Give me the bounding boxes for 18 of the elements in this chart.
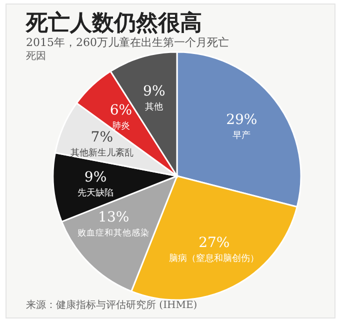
- slice-label: 早产: [232, 130, 251, 141]
- data-label: 6%: [110, 102, 132, 118]
- slice-label: 其他新生儿紊乱: [70, 147, 134, 158]
- data-label: 7%: [90, 129, 113, 146]
- chart-subtitle: 2015年，260万儿童在出生第一个月死亡: [26, 36, 229, 49]
- data-label: 9%: [84, 170, 107, 186]
- slice-label: 其他: [145, 101, 164, 112]
- chart-title: 死亡人数仍然很高: [25, 10, 202, 36]
- text: 死因: [26, 51, 46, 62]
- slice-label: 败血症和其他感染: [78, 228, 150, 239]
- slice-label: 肺炎: [112, 120, 130, 132]
- data-label: 9%: [143, 83, 166, 100]
- data-label: 29%: [226, 112, 258, 128]
- data-label: 27%: [198, 234, 230, 251]
- source-note: 来源：健康指标与评估研究所 (IHME): [26, 299, 198, 311]
- slice-label: 脑病（窒息和脑创伤）: [169, 252, 260, 264]
- data-label: 13%: [98, 210, 130, 226]
- slice-label: 先天缺陷: [78, 188, 114, 199]
